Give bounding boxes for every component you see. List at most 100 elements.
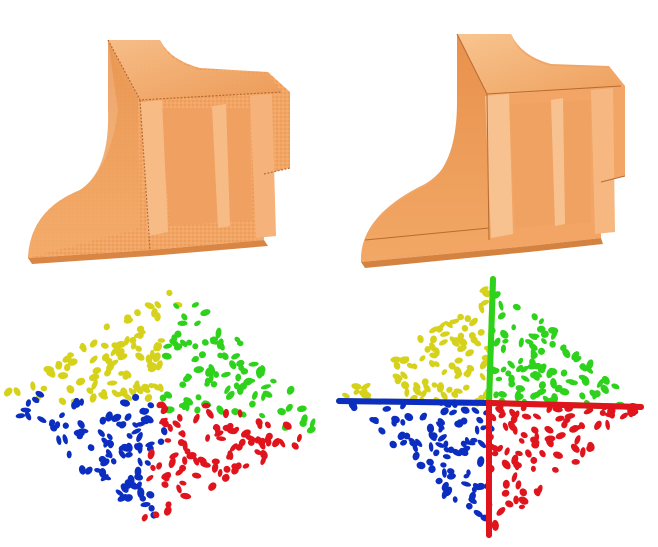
point xyxy=(140,502,151,508)
point xyxy=(491,444,499,452)
point xyxy=(264,421,271,429)
point xyxy=(449,409,457,416)
point xyxy=(428,359,436,368)
point xyxy=(226,422,234,430)
point xyxy=(101,353,110,362)
point xyxy=(240,382,247,390)
point xyxy=(518,438,525,444)
point xyxy=(419,355,426,362)
point xyxy=(30,381,36,391)
point xyxy=(115,489,124,497)
point xyxy=(478,394,485,402)
point xyxy=(134,473,144,481)
point xyxy=(409,440,419,447)
point xyxy=(235,373,242,382)
point xyxy=(495,406,505,414)
point xyxy=(441,489,448,499)
edge-lines xyxy=(107,39,291,251)
point xyxy=(457,344,467,352)
point xyxy=(544,435,556,442)
point xyxy=(164,438,172,443)
point xyxy=(155,360,163,371)
point xyxy=(178,402,185,409)
point xyxy=(278,438,286,448)
point xyxy=(136,325,145,333)
point xyxy=(144,302,155,310)
point xyxy=(154,312,161,322)
point xyxy=(429,352,438,359)
point xyxy=(118,421,127,429)
point xyxy=(105,411,113,422)
point xyxy=(84,466,93,475)
point xyxy=(431,382,438,388)
pillar-left xyxy=(485,94,513,238)
point xyxy=(58,397,67,405)
point xyxy=(451,448,462,457)
point xyxy=(236,359,245,367)
point xyxy=(600,384,609,394)
point xyxy=(415,438,423,448)
point xyxy=(209,336,219,343)
point xyxy=(453,337,462,343)
point xyxy=(476,416,484,424)
point xyxy=(62,355,72,363)
point xyxy=(511,324,517,331)
point xyxy=(619,412,629,420)
point xyxy=(77,420,85,429)
floor xyxy=(28,240,268,264)
point xyxy=(560,344,567,351)
point xyxy=(245,378,256,384)
point xyxy=(259,412,266,419)
point xyxy=(192,355,199,363)
point xyxy=(306,426,316,434)
point xyxy=(518,496,529,505)
point xyxy=(229,443,238,452)
point xyxy=(106,361,115,373)
point xyxy=(186,339,193,346)
denoised-point-cloud xyxy=(336,276,644,538)
point xyxy=(146,491,155,499)
point xyxy=(177,320,188,327)
point xyxy=(127,474,135,485)
point xyxy=(468,497,477,505)
point xyxy=(498,391,507,398)
point xyxy=(124,494,133,502)
point xyxy=(505,370,512,377)
point xyxy=(106,380,118,386)
point xyxy=(530,456,538,464)
top-surface xyxy=(457,34,621,96)
point xyxy=(205,408,214,419)
point xyxy=(449,336,456,343)
point xyxy=(179,339,188,348)
point xyxy=(35,390,45,398)
point xyxy=(166,289,173,297)
point xyxy=(152,511,160,519)
point xyxy=(223,465,231,473)
point xyxy=(270,378,277,384)
point xyxy=(266,440,272,447)
point xyxy=(428,465,436,473)
point xyxy=(183,397,194,406)
point xyxy=(173,303,180,309)
point xyxy=(448,362,456,370)
point xyxy=(152,352,161,363)
point xyxy=(259,441,266,450)
point xyxy=(146,362,157,369)
point xyxy=(134,466,142,477)
point xyxy=(225,390,235,400)
point xyxy=(594,420,602,430)
point xyxy=(245,434,256,442)
point xyxy=(182,456,188,465)
point xyxy=(222,408,230,419)
point xyxy=(134,384,144,395)
point xyxy=(136,431,143,443)
point xyxy=(194,406,201,414)
point xyxy=(175,468,184,476)
point xyxy=(412,451,420,461)
point xyxy=(404,387,410,397)
point xyxy=(78,465,86,475)
point xyxy=(227,450,234,461)
point xyxy=(251,390,258,400)
point xyxy=(195,394,202,401)
point xyxy=(361,382,371,391)
